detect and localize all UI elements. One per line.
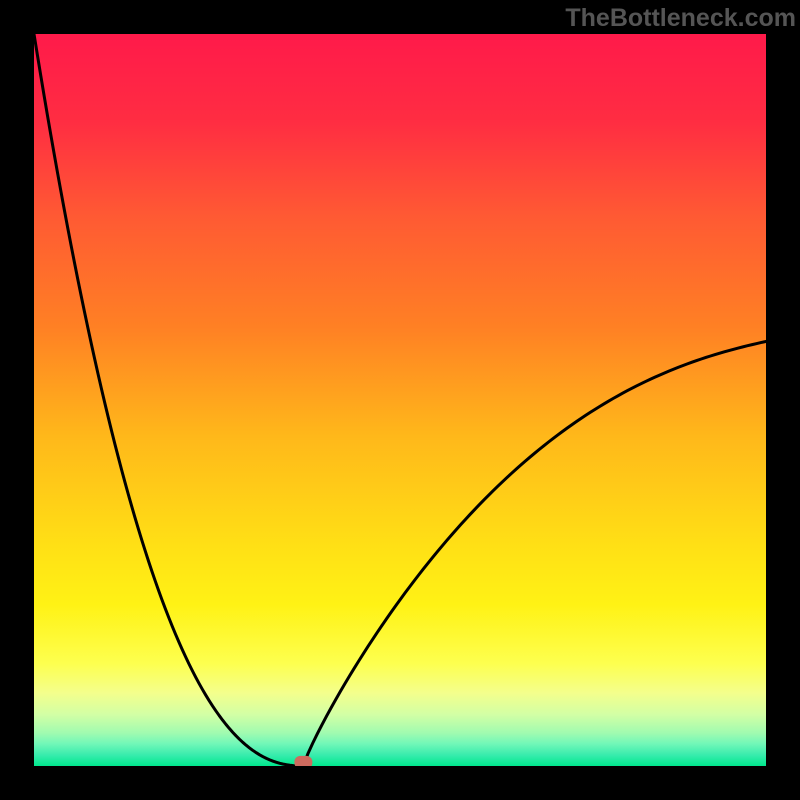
watermark-text: TheBottleneck.com <box>565 4 796 33</box>
bottleneck-curve <box>34 34 766 766</box>
chart-container: { "watermark": { "text": "TheBottleneck.… <box>0 0 800 800</box>
dip-marker <box>294 756 312 766</box>
curve-path <box>34 34 766 766</box>
